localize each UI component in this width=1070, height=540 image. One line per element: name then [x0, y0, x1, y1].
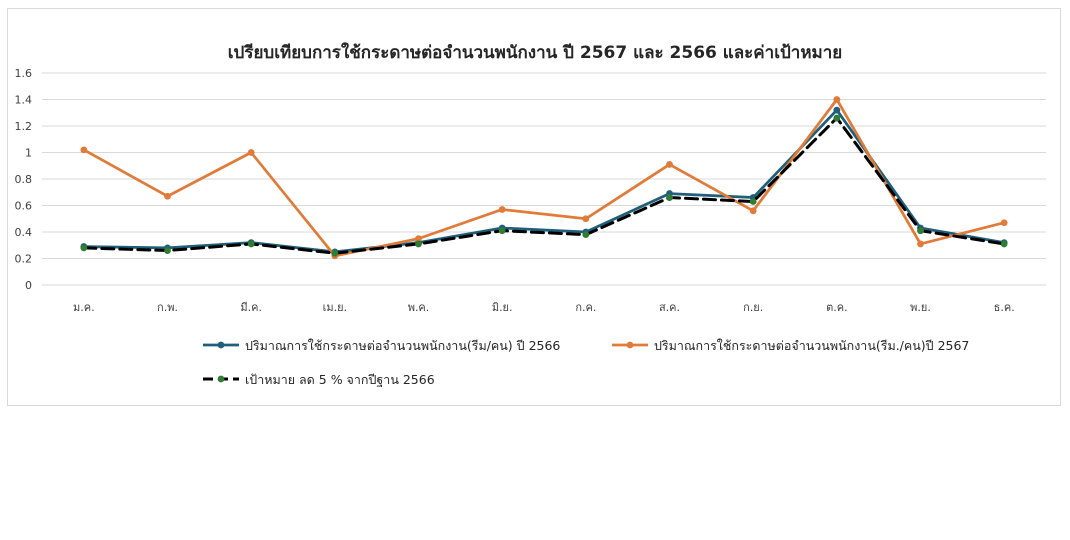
y-tick-label: 0: [25, 279, 32, 292]
data-point: [1000, 240, 1008, 248]
data-point: [164, 192, 171, 200]
data-point: [666, 161, 673, 168]
legend-label: เป้าหมาย ลด 5 % จากปีฐาน 2566: [245, 372, 435, 387]
data-point: [917, 240, 924, 248]
data-point: [582, 215, 590, 223]
data-point: [749, 198, 757, 205]
legend-label: ปริมาณการใช้กระดาษต่อจำนวนพนักงาน(รีม/คน…: [245, 338, 560, 353]
x-tick-label: ธ.ค.: [994, 301, 1015, 314]
data-point: [917, 227, 924, 235]
legend-swatch-marker: [217, 341, 225, 349]
y-tick-label: 1.4: [15, 94, 33, 107]
data-point: [247, 149, 255, 156]
data-point: [80, 244, 88, 252]
data-point: [498, 227, 506, 235]
series-line-3: [82, 116, 1006, 255]
x-tick-label: ก.ค.: [575, 301, 596, 314]
data-point: [749, 207, 757, 215]
data-point: [498, 206, 506, 213]
x-tick-label: เม.ย.: [323, 301, 347, 314]
data-point: [415, 240, 422, 248]
data-point: [331, 249, 339, 257]
y-tick-label: 1.2: [15, 120, 33, 133]
chart-frame: เปรียบเทียบการใช้กระดาษต่อจำนวนพนักงาน ป…: [7, 8, 1061, 406]
data-point: [247, 240, 255, 248]
y-tick-label: 0.8: [15, 173, 33, 186]
data-point: [1000, 219, 1008, 227]
data-point: [415, 235, 422, 243]
x-tick-label: ต.ค.: [826, 301, 848, 314]
chart-title: เปรียบเทียบการใช้กระดาษต่อจำนวนพนักงาน ป…: [227, 43, 843, 63]
x-tick-label: มิ.ย.: [492, 301, 513, 314]
data-point: [80, 146, 88, 154]
legend-swatch-marker: [217, 375, 225, 383]
data-point: [582, 231, 590, 239]
y-tick-label: 1.6: [15, 67, 33, 80]
x-tick-label: ก.ย.: [743, 301, 763, 314]
series-line-1: [82, 108, 1006, 254]
y-tick-label: 0.2: [15, 253, 33, 266]
x-tick-label: มี.ค.: [240, 301, 262, 314]
legend-label: ปริมาณการใช้กระดาษต่อจำนวนพนักงาน(รีม./ค…: [654, 338, 969, 353]
data-point: [164, 247, 171, 254]
data-point: [833, 106, 841, 114]
data-point: [833, 114, 841, 122]
data-point: [833, 96, 841, 103]
x-tick-label: พ.ค.: [408, 301, 430, 314]
series-line-2: [82, 98, 1006, 258]
y-tick-label: 0.6: [15, 200, 33, 213]
legend-swatch-marker: [626, 341, 634, 349]
y-tick-label: 0.4: [15, 226, 33, 239]
data-point: [666, 194, 673, 201]
x-tick-label: ม.ค.: [73, 301, 95, 314]
x-tick-label: ส.ค.: [659, 301, 680, 314]
y-tick-label: 1: [25, 147, 32, 160]
x-tick-label: พ.ย.: [910, 301, 931, 314]
x-tick-label: ก.พ.: [157, 301, 178, 314]
